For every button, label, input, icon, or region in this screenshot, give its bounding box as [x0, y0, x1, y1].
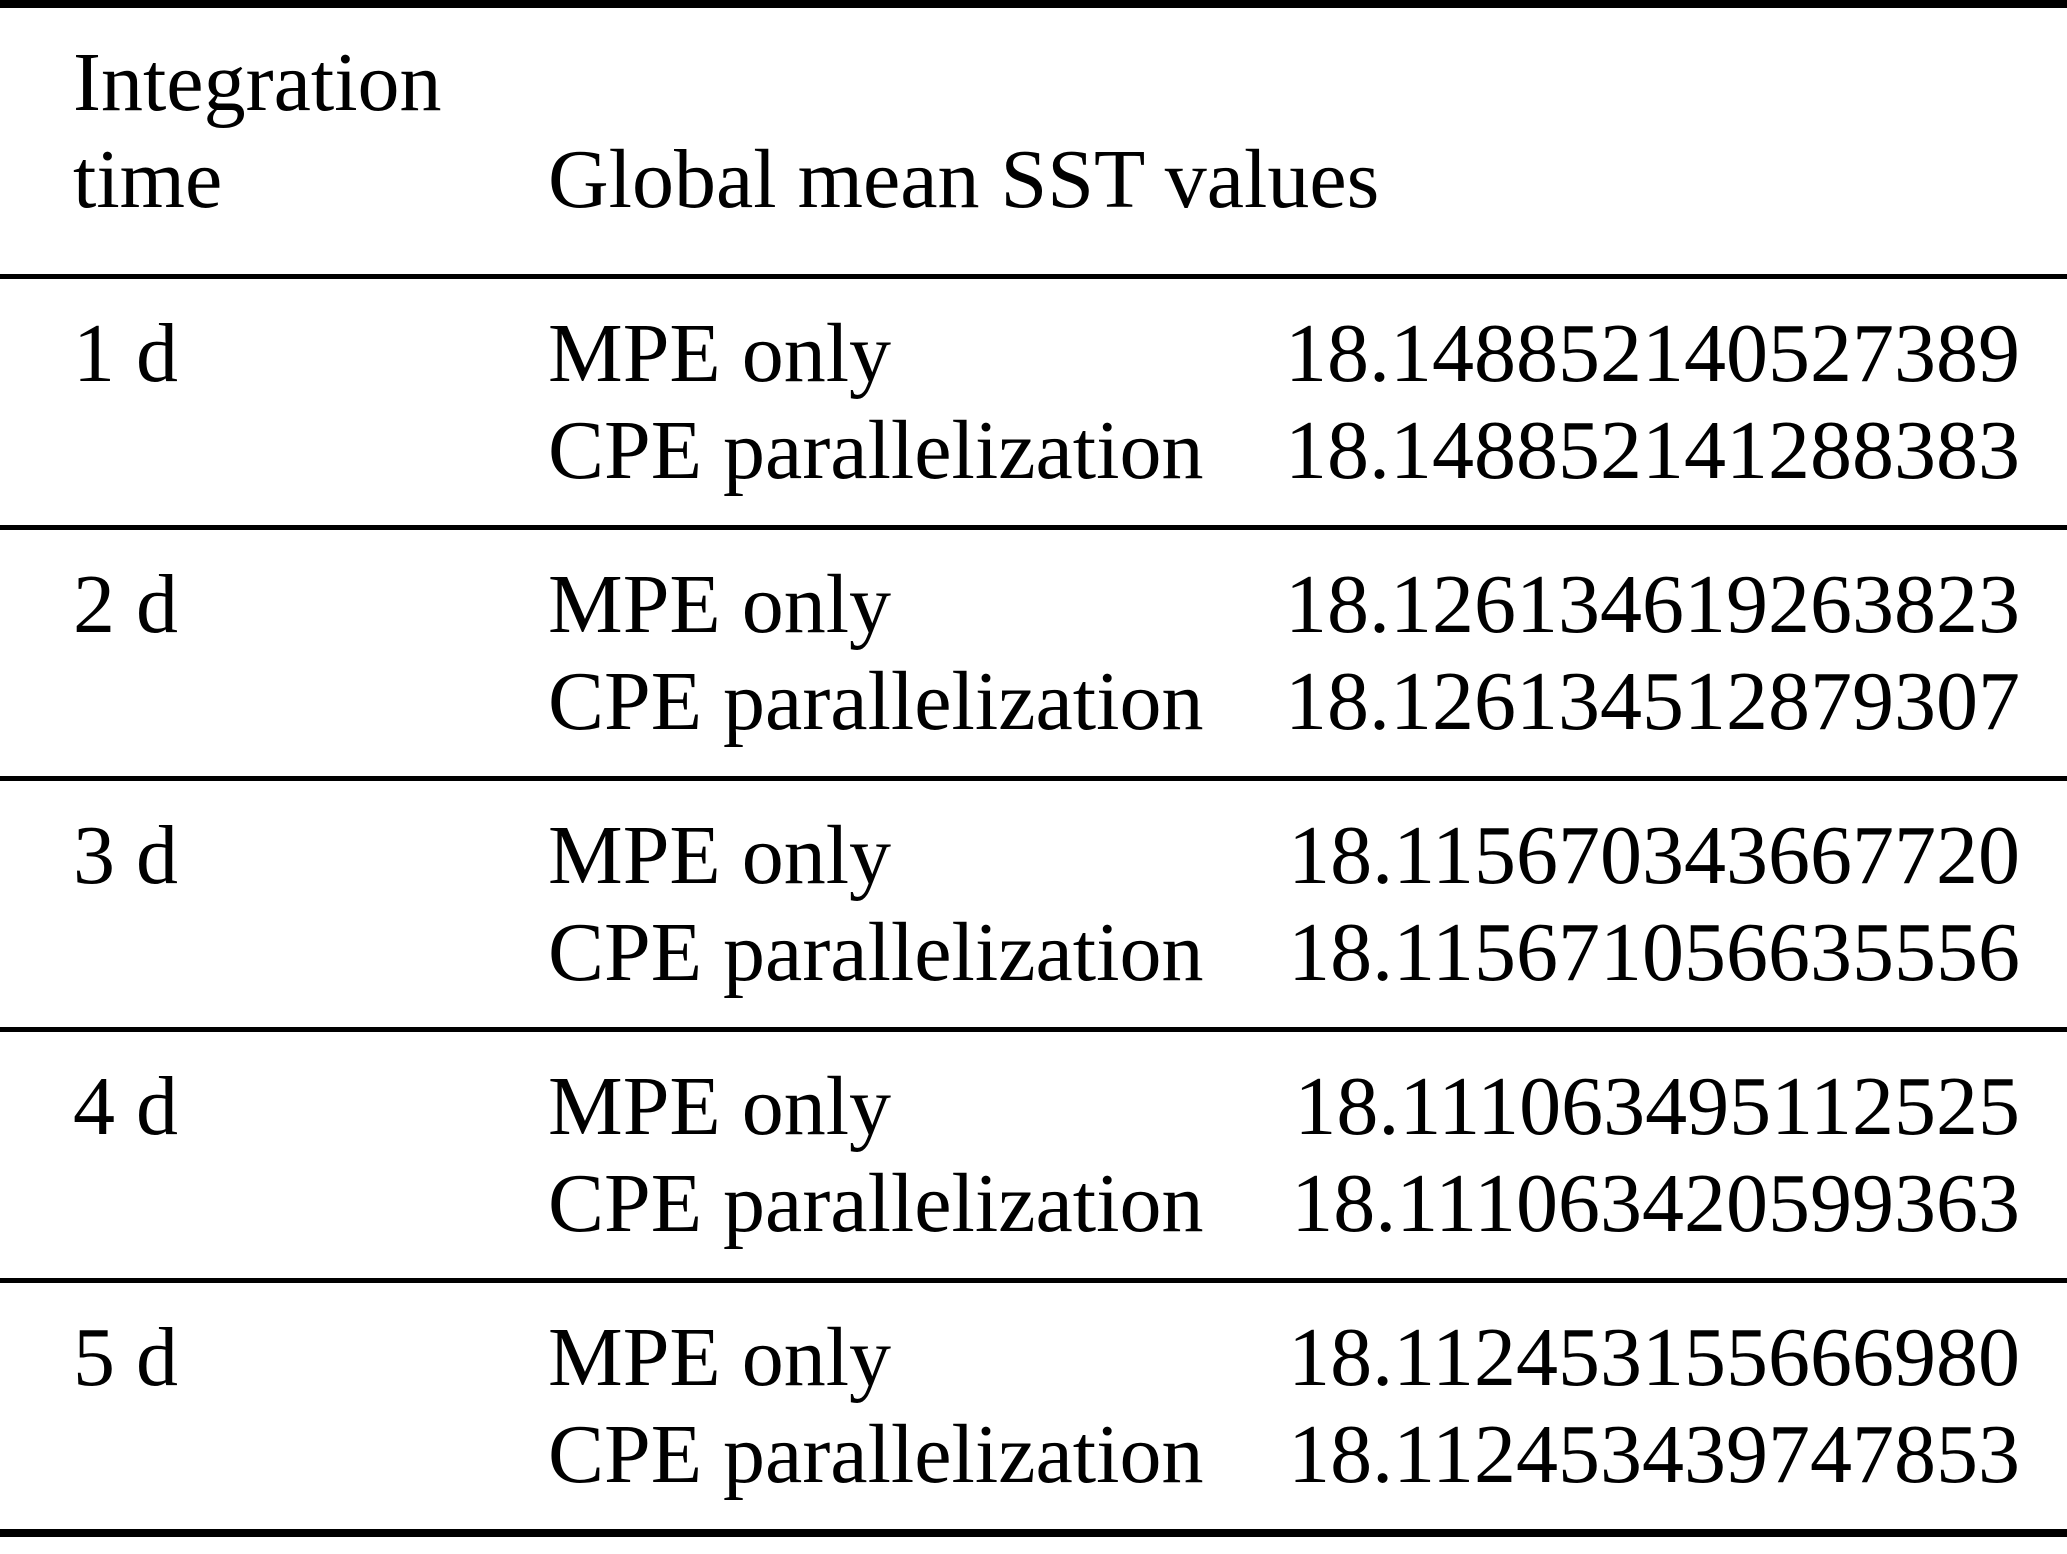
bottom-rule	[0, 1529, 2067, 1537]
table-row-group-5d: 5 d MPE only 18.112453155666980 CPE para…	[0, 1283, 2067, 1529]
time-label: 2 d	[73, 558, 178, 651]
row-separator-rule	[0, 525, 2067, 530]
sst-value: 18.126134512879307	[1285, 655, 2020, 748]
method-label: CPE parallelization	[548, 655, 1204, 748]
time-label: 1 d	[73, 307, 178, 400]
sst-value: 18.112453155666980	[1288, 1311, 2020, 1404]
row-separator-rule	[0, 1278, 2067, 1283]
method-label: CPE parallelization	[548, 906, 1204, 999]
sst-value: 18.126134619263823	[1285, 558, 2020, 651]
table-row-group-3d: 3 d MPE only 18.115670343667720 CPE para…	[0, 781, 2067, 1027]
sst-value: 18.148852140527389	[1285, 307, 2020, 400]
row-separator-rule	[0, 776, 2067, 781]
row-separator-rule	[0, 1027, 2067, 1032]
method-label: MPE only	[548, 1060, 892, 1153]
sst-value: 18.111063495112525	[1294, 1060, 2020, 1153]
method-label: MPE only	[548, 1311, 892, 1404]
sst-value: 18.112453439747853	[1288, 1408, 2020, 1501]
sst-value: 18.115670343667720	[1288, 809, 2020, 902]
sst-value: 18.115671056635556	[1288, 906, 2020, 999]
method-label: MPE only	[548, 809, 892, 902]
method-label: MPE only	[548, 307, 892, 400]
table-header-row: Integration time Global mean SST values	[0, 8, 2067, 274]
method-label: CPE parallelization	[548, 1157, 1204, 1250]
method-label: MPE only	[548, 558, 892, 651]
table-row-group-1d: 1 d MPE only 18.148852140527389 CPE para…	[0, 279, 2067, 525]
header-separator-rule	[0, 274, 2067, 279]
time-label: 4 d	[73, 1060, 178, 1153]
table-row-group-2d: 2 d MPE only 18.126134619263823 CPE para…	[0, 530, 2067, 776]
header-integration-time: Integration time	[73, 36, 442, 226]
method-label: CPE parallelization	[548, 1408, 1204, 1501]
table-row-group-4d: 4 d MPE only 18.111063495112525 CPE para…	[0, 1032, 2067, 1278]
top-rule	[0, 0, 2067, 8]
time-label: 5 d	[73, 1311, 178, 1404]
method-label: CPE parallelization	[548, 404, 1204, 497]
header-global-mean-sst-values: Global mean SST values	[548, 133, 1380, 226]
time-label: 3 d	[73, 809, 178, 902]
sst-value: 18.148852141288383	[1285, 404, 2020, 497]
sst-value: 18.111063420599363	[1291, 1157, 2020, 1250]
